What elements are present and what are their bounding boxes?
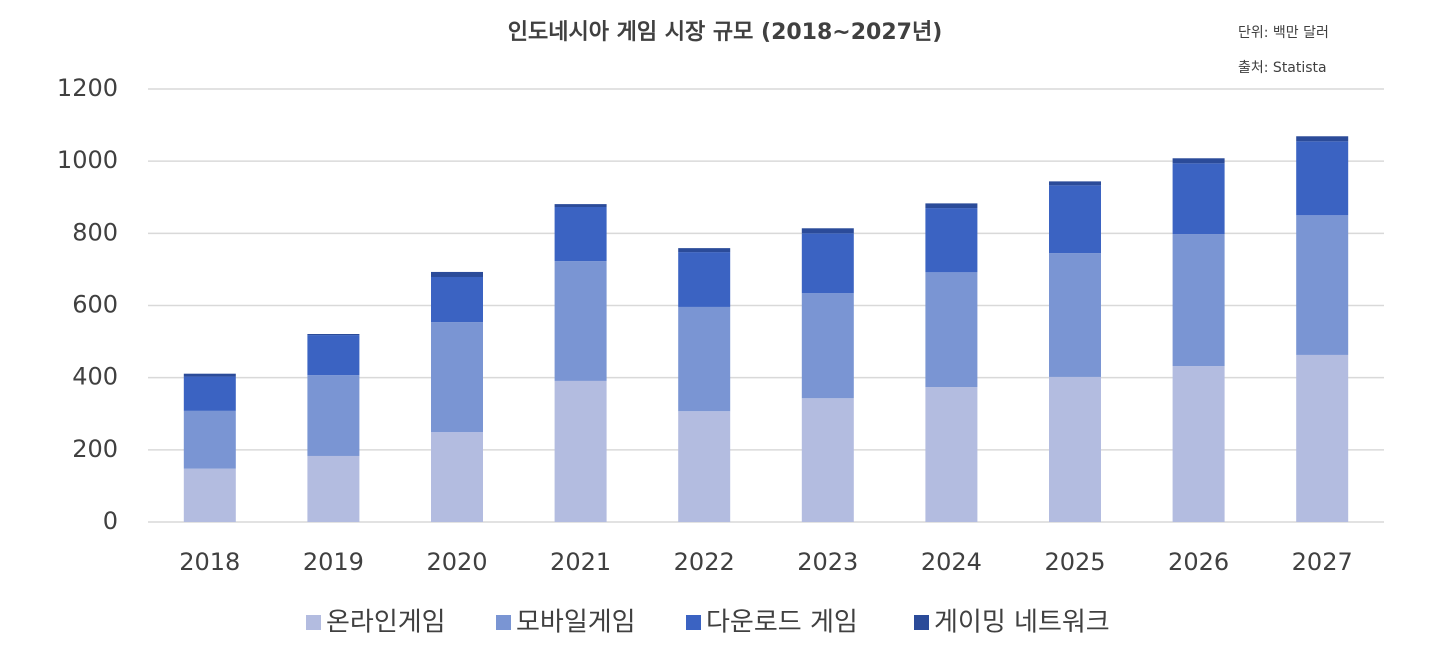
bar-segment <box>925 387 978 522</box>
bar-segment <box>554 206 607 262</box>
bar-segment <box>307 334 360 336</box>
bar-segment <box>801 228 854 234</box>
x-tick-label: 2022 <box>674 548 735 576</box>
source-note: 출처: Statista <box>1238 60 1327 76</box>
bar-segment <box>307 335 360 376</box>
bar-segment <box>925 203 978 209</box>
bar-segment <box>1049 181 1101 186</box>
bar-segment <box>1049 185 1101 254</box>
bar-segment <box>1172 158 1225 164</box>
bar-segment <box>431 322 483 433</box>
bar-segment <box>1296 354 1349 522</box>
bar-segment <box>678 252 731 307</box>
x-tick-label: 2025 <box>1044 548 1105 576</box>
x-tick-label: 2026 <box>1168 548 1229 576</box>
bar-segment <box>183 376 236 411</box>
y-tick-label: 800 <box>72 218 118 246</box>
bar-segment <box>801 293 854 399</box>
legend-swatch <box>914 615 929 630</box>
bar-segment <box>1296 141 1349 216</box>
bar-segment <box>1172 366 1225 522</box>
bar-segment <box>1049 253 1101 377</box>
bar-segment <box>678 248 731 253</box>
bar-segment <box>183 373 236 377</box>
bar-segment <box>1296 136 1349 142</box>
bar-segment <box>801 398 854 522</box>
x-tick-label: 2024 <box>921 548 982 576</box>
bar-segment <box>678 411 731 522</box>
legend-swatch <box>306 615 321 630</box>
legend-label: 다운로드 게임 <box>706 608 858 638</box>
legend-label: 온라인게임 <box>326 608 446 638</box>
y-tick-label: 600 <box>72 291 118 319</box>
bar-segment <box>554 204 607 207</box>
bar-segment <box>554 380 607 522</box>
y-tick-label: 400 <box>72 363 118 391</box>
bar-segment <box>1172 234 1225 367</box>
bar-segment <box>1049 376 1101 522</box>
legend-swatch <box>496 615 511 630</box>
chart-title: 인도네시아 게임 시장 규모 (2018~2027년) <box>508 20 943 45</box>
bar-segment <box>1296 215 1349 355</box>
bar-segment <box>307 375 360 456</box>
legend-swatch <box>686 615 701 630</box>
bar-segment <box>925 208 978 273</box>
bar-segment <box>183 468 236 522</box>
x-tick-label: 2019 <box>303 548 364 576</box>
bar-segment <box>431 432 483 522</box>
bar-segment <box>307 455 360 522</box>
x-tick-label: 2027 <box>1292 548 1353 576</box>
bar-segment <box>1172 163 1225 235</box>
y-tick-label: 0 <box>103 507 118 535</box>
y-tick-label: 1000 <box>57 146 118 174</box>
bar-segment <box>431 271 483 277</box>
x-tick-label: 2023 <box>797 548 858 576</box>
bar-segment <box>431 276 483 323</box>
bar-segment <box>678 306 731 412</box>
bar-segment <box>554 261 607 381</box>
x-tick-label: 2018 <box>179 548 240 576</box>
x-tick-label: 2021 <box>550 548 611 576</box>
y-tick-label: 1200 <box>57 74 118 102</box>
legend-label: 모바일게임 <box>516 608 636 638</box>
unit-note: 단위: 백만 달러 <box>1238 25 1329 41</box>
bar-segment <box>925 272 978 388</box>
bar-segment <box>801 233 854 294</box>
x-tick-label: 2020 <box>426 548 487 576</box>
y-tick-label: 200 <box>72 435 118 463</box>
bar-segment <box>183 410 236 469</box>
legend-label: 게이밍 네트워크 <box>934 608 1110 638</box>
